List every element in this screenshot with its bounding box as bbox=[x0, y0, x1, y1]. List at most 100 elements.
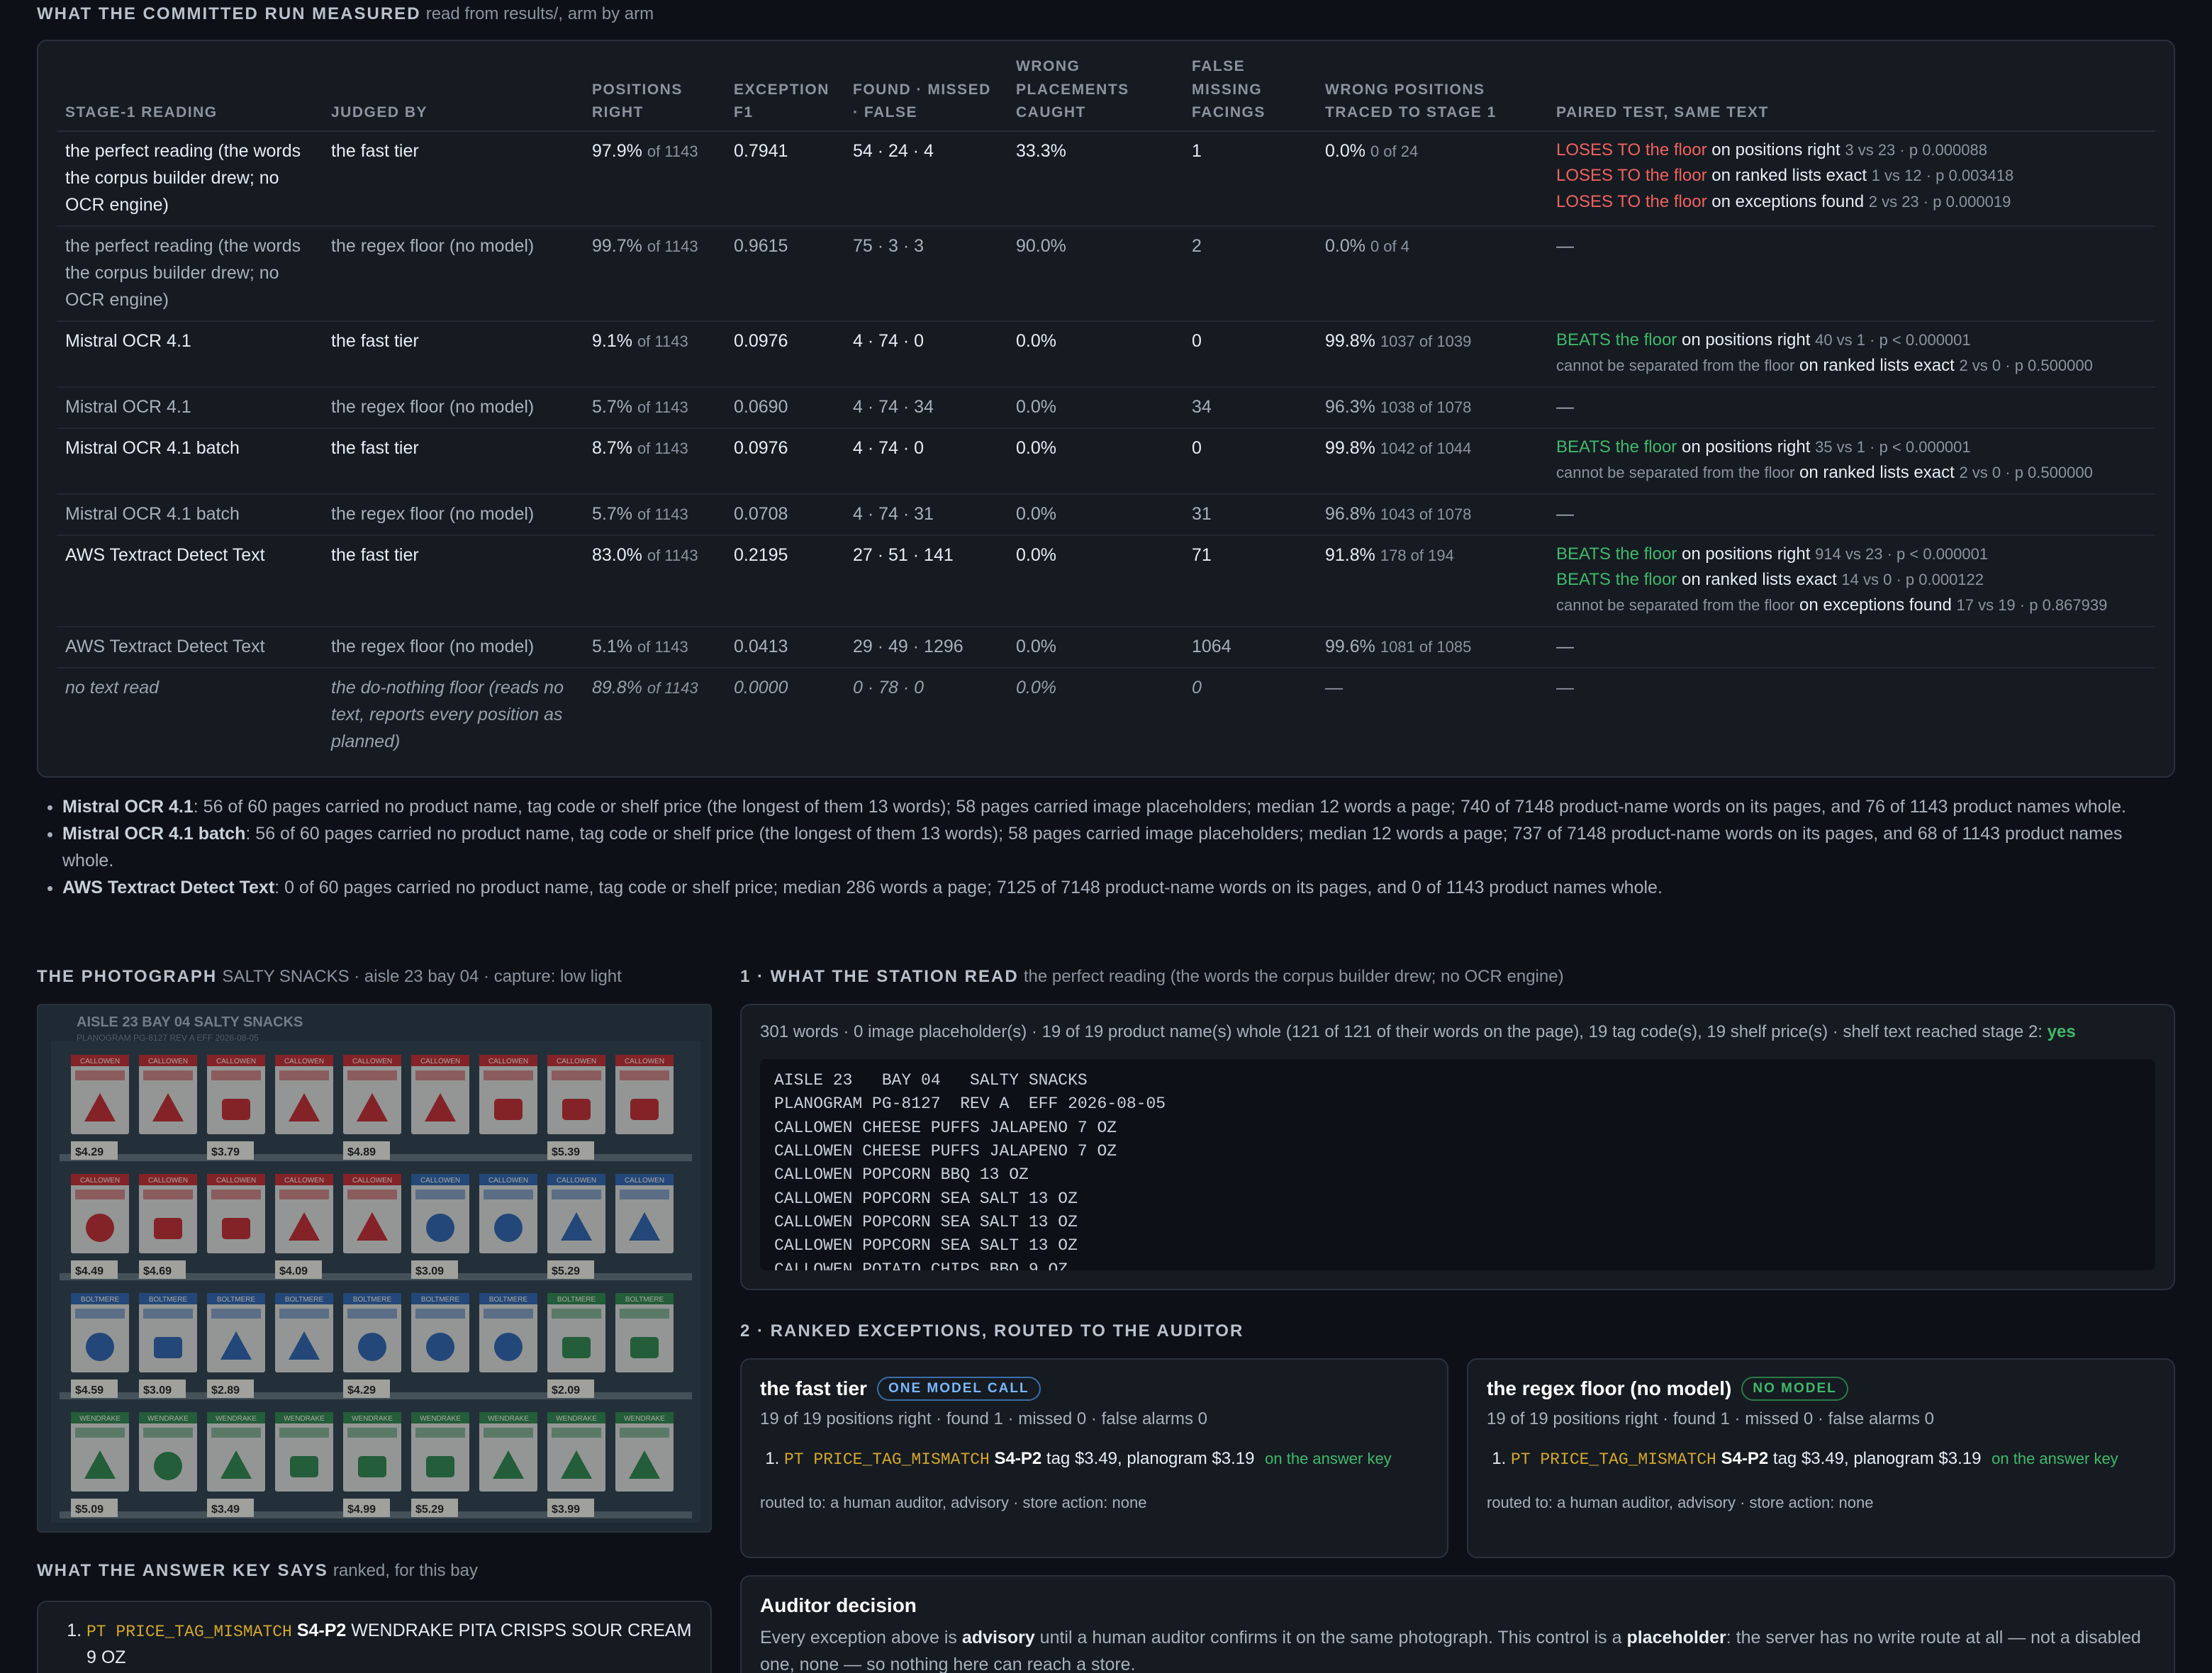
cell-reading: no text read bbox=[65, 677, 160, 698]
cell-judge: the regex floor (no model) bbox=[331, 235, 535, 256]
cell-traced: — bbox=[1325, 677, 1343, 698]
engine-notes: Mistral OCR 4.1: 56 of 60 pages carried … bbox=[62, 793, 2175, 901]
cell-judge: the regex floor (no model) bbox=[331, 503, 535, 524]
svg-text:CALLOWEN: CALLOWEN bbox=[420, 1177, 460, 1185]
cell-reading: Mistral OCR 4.1 bbox=[65, 396, 191, 417]
results-table: STAGE-1 READING JUDGED BY POSITIONS RIGHT E… bbox=[57, 55, 2155, 762]
column-header: WRONG PLACEMENTS CAUGHT bbox=[1007, 55, 1183, 132]
shelf-price-tag: $4.09 bbox=[279, 1265, 308, 1277]
tier-name: the fast tier bbox=[760, 1377, 867, 1399]
paired-test-verdict: cannot be separated from the floor on ra… bbox=[1556, 463, 2093, 483]
product-facing: WENDRAKE bbox=[547, 1412, 605, 1492]
product-facing: WENDRAKE bbox=[615, 1412, 674, 1492]
cell-wrong-placements: 90.0% bbox=[1016, 235, 1066, 256]
cell-traced: 0.0% bbox=[1325, 235, 1365, 256]
product-facing: BOLTMERE bbox=[207, 1293, 265, 1372]
photo-sign: AISLE 23 BAY 04 SALTY SNACKS bbox=[77, 1014, 303, 1030]
svg-text:CALLOWEN: CALLOWEN bbox=[148, 1058, 188, 1065]
station-heading: 1 · WHAT THE STATION READ the perfect re… bbox=[740, 967, 1564, 986]
cell-found-missed-false: 4 · 74 · 0 bbox=[853, 330, 925, 351]
engine-note: Mistral OCR 4.1 batch: 56 of 60 pages ca… bbox=[62, 820, 2175, 874]
cell-positions: 99.7% bbox=[592, 235, 642, 256]
cell-no-test: — bbox=[1556, 677, 1574, 698]
svg-text:CALLOWEN: CALLOWEN bbox=[625, 1177, 664, 1185]
cell-found-missed-false: 4 · 74 · 31 bbox=[853, 503, 934, 524]
cell-positions: 8.7% bbox=[592, 437, 632, 458]
product-facing: BOLTMERE bbox=[343, 1293, 401, 1372]
auditor-title: Auditor decision bbox=[760, 1594, 917, 1616]
product-facing: CALLOWEN bbox=[275, 1055, 333, 1134]
svg-text:CALLOWEN: CALLOWEN bbox=[488, 1177, 528, 1185]
shelf-price-tag: $4.89 bbox=[347, 1146, 376, 1158]
svg-text:CALLOWEN: CALLOWEN bbox=[625, 1058, 664, 1065]
cell-traced: 91.8% bbox=[1325, 544, 1375, 565]
cell-reading: AWS Textract Detect Text bbox=[65, 544, 265, 565]
cell-found-missed-false: 0 · 78 · 0 bbox=[853, 677, 925, 698]
product-facing: CALLOWEN bbox=[615, 1174, 674, 1253]
cell-found-missed-false: 29 · 49 · 1296 bbox=[853, 636, 963, 656]
svg-text:BOLTMERE: BOLTMERE bbox=[421, 1296, 460, 1304]
station-read-meta: 301 words · 0 image placeholder(s) · 19 … bbox=[760, 1022, 2076, 1041]
answer-key-heading: WHAT THE ANSWER KEY SAYS ranked, for thi… bbox=[37, 1561, 478, 1580]
product-facing: CALLOWEN bbox=[479, 1055, 537, 1134]
svg-text:CALLOWEN: CALLOWEN bbox=[420, 1058, 460, 1065]
svg-text:WENDRAKE: WENDRAKE bbox=[284, 1415, 325, 1423]
paired-test-verdict: LOSES TO the floor on ranked lists exact… bbox=[1556, 166, 2014, 186]
svg-text:WENDRAKE: WENDRAKE bbox=[79, 1415, 121, 1423]
product-facing: WENDRAKE bbox=[139, 1412, 197, 1492]
product-facing: CALLOWEN bbox=[547, 1055, 605, 1134]
product-facing: CALLOWEN bbox=[207, 1174, 265, 1253]
product-facing: BOLTMERE bbox=[71, 1293, 129, 1372]
shelf-price-tag: $3.09 bbox=[143, 1384, 172, 1397]
shelf-photo-image: AISLE 23 BAY 04 SALTY SNACKS PLANOGRAM PG… bbox=[38, 1005, 710, 1531]
column-header: STAGE-1 READING bbox=[57, 55, 323, 132]
svg-text:WENDRAKE: WENDRAKE bbox=[556, 1415, 597, 1423]
shelf-price-tag: $3.09 bbox=[415, 1265, 444, 1277]
column-header: FALSE MISSING FACINGS bbox=[1183, 55, 1317, 132]
cell-reading: Mistral OCR 4.1 batch bbox=[65, 503, 240, 524]
column-header: JUDGED BY bbox=[323, 55, 583, 132]
station-read-text-box[interactable]: AISLE 23 BAY 04 SALTY SNACKS PLANOGRAM P… bbox=[760, 1059, 2155, 1270]
svg-text:CALLOWEN: CALLOWEN bbox=[216, 1177, 256, 1185]
cell-judge: the regex floor (no model) bbox=[331, 396, 535, 417]
shelf-price-tag: $3.49 bbox=[211, 1504, 240, 1516]
cell-false-missing: 0 bbox=[1192, 330, 1202, 351]
product-facing: CALLOWEN bbox=[139, 1055, 197, 1134]
product-facing: CALLOWEN bbox=[139, 1174, 197, 1253]
tier-badge: NO MODEL bbox=[1741, 1376, 1848, 1401]
product-facing: WENDRAKE bbox=[71, 1412, 129, 1492]
cell-no-test: — bbox=[1556, 503, 1574, 524]
cell-reading: AWS Textract Detect Text bbox=[65, 636, 265, 656]
svg-text:CALLOWEN: CALLOWEN bbox=[284, 1058, 324, 1065]
product-facing: CALLOWEN bbox=[615, 1055, 674, 1134]
svg-text:BOLTMERE: BOLTMERE bbox=[149, 1296, 188, 1304]
cell-false-missing: 34 bbox=[1192, 396, 1212, 417]
cell-traced: 0.0% bbox=[1325, 140, 1365, 161]
paired-test-verdict: cannot be separated from the floor on ex… bbox=[1556, 595, 2108, 615]
table-row: AWS Textract Detect Text the regex floor … bbox=[57, 626, 2155, 668]
product-facing: WENDRAKE bbox=[411, 1412, 469, 1492]
cell-false-missing: 71 bbox=[1192, 544, 1212, 565]
cell-wrong-placements: 0.0% bbox=[1016, 636, 1056, 656]
cell-f1: 0.0000 bbox=[734, 677, 788, 698]
cell-f1: 0.0976 bbox=[734, 330, 788, 351]
cell-reading: Mistral OCR 4.1 bbox=[65, 330, 191, 351]
on-answer-key-label: on the answer key bbox=[1992, 1450, 2118, 1467]
shelf-price-tag: $5.39 bbox=[552, 1146, 580, 1158]
svg-text:CALLOWEN: CALLOWEN bbox=[148, 1177, 188, 1185]
product-facing: BOLTMERE bbox=[547, 1293, 605, 1372]
table-row: Mistral OCR 4.1 batch the regex floor (no… bbox=[57, 493, 2155, 536]
tier-card-fast: the fast tier ONE MODEL CALL 19 of 19 po… bbox=[740, 1358, 1448, 1558]
paired-test-verdict: cannot be separated from the floor on ra… bbox=[1556, 356, 2093, 376]
cell-f1: 0.0708 bbox=[734, 503, 788, 524]
engine-note: Mistral OCR 4.1: 56 of 60 pages carried … bbox=[62, 793, 2175, 820]
svg-text:CALLOWEN: CALLOWEN bbox=[284, 1177, 324, 1185]
cell-f1: 0.0413 bbox=[734, 636, 788, 656]
product-facing: WENDRAKE bbox=[207, 1412, 265, 1492]
cell-positions: 83.0% bbox=[592, 544, 642, 565]
shelf-price-tag: $4.29 bbox=[75, 1146, 104, 1158]
routed-to: routed to: a human auditor, advisory · s… bbox=[1487, 1493, 1874, 1511]
paired-test-verdict: BEATS the floor on ranked lists exact 14… bbox=[1556, 569, 1984, 589]
station-read-text: AISLE 23 BAY 04 SALTY SNACKS PLANOGRAM P… bbox=[774, 1071, 1166, 1270]
cell-false-missing: 1 bbox=[1192, 140, 1202, 161]
